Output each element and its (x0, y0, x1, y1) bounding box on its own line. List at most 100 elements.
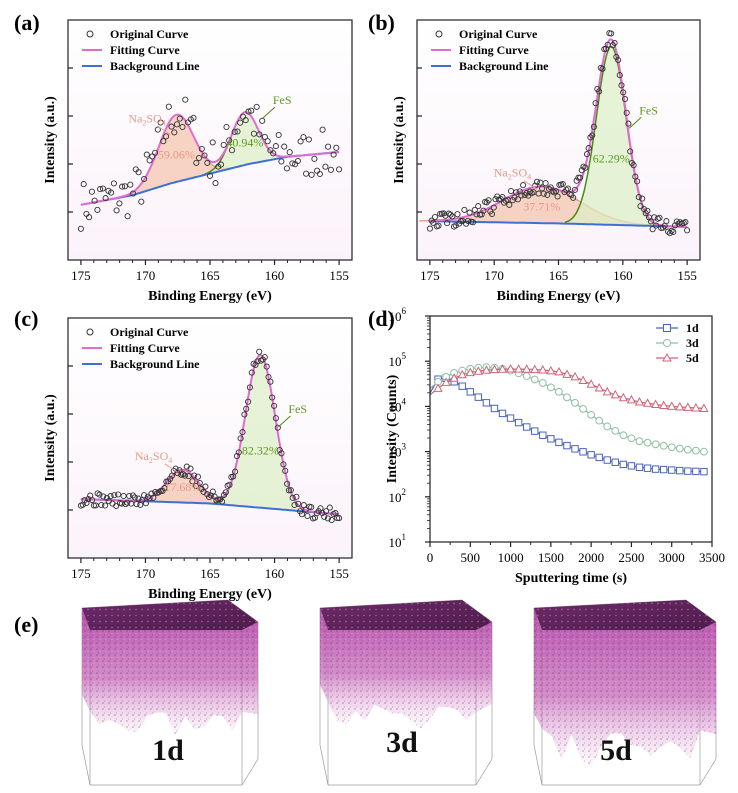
data-point (173, 121, 181, 128)
data-point (99, 185, 106, 192)
x-tick-label: 160 (613, 268, 633, 283)
data-point (621, 95, 629, 103)
y-tick-base: 10 (389, 309, 402, 324)
data-point (89, 496, 96, 504)
data-point (321, 513, 328, 520)
data-point (336, 166, 343, 173)
data-point (113, 207, 120, 214)
marker-1d (563, 441, 571, 450)
panel-label-a: (a) (14, 10, 40, 35)
data-point (506, 201, 513, 208)
marker-5d (642, 398, 653, 407)
data-point (138, 198, 145, 205)
marker-5d (546, 365, 556, 375)
x-tick-label: 165 (200, 566, 220, 581)
data-point (295, 500, 302, 507)
marker-1d (611, 458, 620, 466)
x-axis-label: Binding Energy (eV) (148, 289, 272, 304)
data-point (656, 214, 663, 221)
data-point (226, 137, 233, 144)
data-point (116, 200, 123, 207)
x-tick-label: 175 (71, 566, 91, 581)
y-tick-label: 101 (389, 532, 407, 550)
data-point (452, 222, 459, 229)
data-point (330, 151, 337, 158)
x-tick-label: 2000 (578, 550, 604, 565)
data-point (466, 209, 473, 216)
data-point (256, 131, 263, 138)
data-point (326, 504, 333, 511)
data-point (623, 109, 630, 116)
x-tick-label: 170 (484, 268, 504, 283)
marker-5d (602, 386, 612, 396)
data-point (311, 155, 318, 162)
data-point (647, 218, 654, 225)
legend-label-background: Background Line (110, 357, 200, 371)
data-point (254, 358, 261, 365)
data-point (571, 186, 578, 193)
marker-1d (587, 451, 595, 459)
marker-3d (683, 445, 692, 454)
data-point (570, 194, 577, 201)
data-point (599, 65, 606, 72)
marker-3d (555, 387, 563, 396)
data-point (501, 199, 508, 206)
peak-name-label: FeS (273, 93, 292, 107)
fitting-curve (80, 111, 340, 206)
data-point (485, 197, 492, 204)
marker-1d (692, 467, 700, 476)
x-tick-label: 165 (549, 268, 569, 283)
y-axis-label: Intensity (a.u.) (43, 96, 58, 184)
data-point (223, 123, 230, 131)
data-point (108, 189, 115, 196)
data-point (286, 149, 293, 156)
peak-fill-na2so4 (120, 114, 233, 198)
marker-5d (554, 366, 564, 376)
peak-name-pointer (628, 116, 642, 129)
data-point (242, 117, 249, 124)
data-point (325, 143, 332, 150)
marker-3d (546, 383, 555, 392)
y-tick-label: 102 (389, 487, 407, 505)
data-point (248, 369, 255, 376)
data-point (518, 192, 525, 199)
peak-name-part: 2 (149, 456, 153, 465)
y-tick-exponent: 3 (402, 442, 407, 452)
peak-name-pointer (262, 106, 276, 119)
data-point (187, 465, 194, 472)
data-point (521, 191, 528, 199)
peak-area-label: 40.94% (226, 135, 263, 149)
data-point (281, 143, 288, 150)
data-point (316, 170, 323, 178)
data-point (431, 213, 439, 221)
peak-name-part: SO (153, 449, 169, 463)
data-point (228, 147, 236, 154)
data-point (110, 180, 117, 187)
marker-3d (571, 398, 579, 407)
data-point (90, 502, 97, 509)
marker-3d (595, 416, 604, 425)
data-point (124, 213, 131, 220)
data-point (639, 195, 646, 202)
data-point (544, 191, 551, 198)
peak-name-part: 2 (142, 119, 146, 128)
data-point (616, 72, 623, 79)
data-point (583, 151, 591, 158)
data-point (88, 188, 95, 195)
marker-5d (578, 375, 588, 385)
data-point (150, 494, 157, 501)
marker-5d (489, 364, 500, 374)
data-point (319, 509, 326, 517)
marker-5d (683, 402, 693, 411)
marker-5d (513, 364, 524, 373)
data-point (430, 219, 437, 226)
cube-top-texture (82, 600, 258, 630)
data-point (271, 402, 278, 409)
data-point (435, 222, 442, 229)
data-point (248, 107, 255, 114)
data-point (269, 394, 276, 401)
data-point (618, 82, 625, 89)
data-point (305, 136, 312, 143)
data-point (130, 190, 137, 197)
